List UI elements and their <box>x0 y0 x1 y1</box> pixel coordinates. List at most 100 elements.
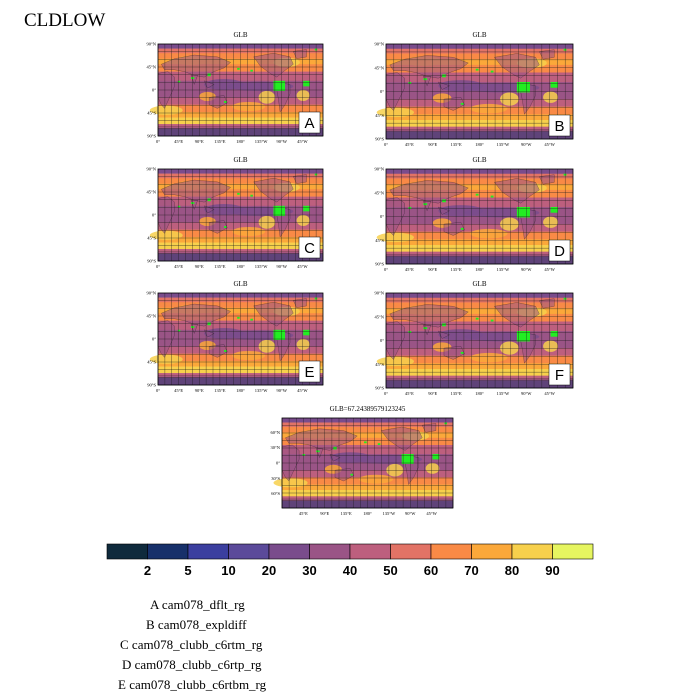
missing-data-patch <box>475 317 479 320</box>
lat-tick-label: 45°S <box>375 238 384 243</box>
lon-tick-label: 45°E <box>405 267 414 272</box>
lat-tick-label: 0° <box>152 213 156 218</box>
continent-outline <box>437 206 451 215</box>
colorbar-swatch <box>147 543 189 560</box>
colorbar-level-label: 80 <box>504 563 520 578</box>
colorbar-level-label: 2 <box>143 563 152 578</box>
missing-data-patch <box>177 80 181 83</box>
lat-tick-label: 90°S <box>147 134 156 139</box>
legend-letter: C <box>120 637 129 652</box>
map-svg: 90°N45°N0°45°S90°S0° 45°E 90°E 135°E 180° 135… <box>374 42 574 147</box>
colorbar-swatch <box>106 543 148 560</box>
map-svg: 60°N 30°N 0° 30°S 60°S 45°E 90°E 135°E 180° 135°W… <box>270 417 454 516</box>
map-patch <box>258 90 276 104</box>
panel-letter-box <box>548 114 571 137</box>
lon-tick-label: 135°W <box>255 139 269 144</box>
missing-data-patch <box>350 473 353 476</box>
panel-letter-box <box>548 363 571 386</box>
missing-data-patch <box>273 329 286 340</box>
missing-data-patch <box>303 80 310 87</box>
missing-data-patch <box>237 192 240 195</box>
colorbar-level-label: 70 <box>464 563 479 578</box>
legend-name: cam078_clubb_c6rtbm_rg <box>129 677 267 692</box>
lon-tick-label: 135°E <box>450 391 462 396</box>
lon-tick-label: 0° <box>156 264 160 269</box>
legend-name: cam078_dflt_rg <box>161 597 245 612</box>
page-title: CLDLOW <box>24 10 106 31</box>
map-patch <box>386 463 404 477</box>
lat-tick-label: 60°N <box>270 430 280 435</box>
legend-letter: D <box>122 657 132 672</box>
lon-tick-label: 0° <box>384 391 388 396</box>
panel-title: GLB <box>233 31 248 39</box>
lon-tick-label: 180° <box>475 391 484 396</box>
lon-tick-label: 135°W <box>496 391 510 396</box>
lon-tick-label: 0° <box>384 267 388 272</box>
map-panel-f: GLB 90°N 45°N 0° 45°S 90°S 0° 45°E 90°E 135°E 180°… <box>362 280 579 403</box>
lon-tick-label: 135°E <box>214 139 226 144</box>
colorbar-level-label: 50 <box>383 563 398 578</box>
map-patch <box>500 217 519 231</box>
missing-data-patch <box>303 205 310 212</box>
lat-tick-label: 90°N <box>146 42 156 47</box>
lon-tick-label: 135°W <box>255 388 269 393</box>
colorbar-swatch <box>552 543 594 560</box>
map-patch <box>232 226 266 237</box>
lon-tick-label: 135°W <box>496 142 510 147</box>
missing-data-patch <box>490 70 494 73</box>
lat-tick-label: 0° <box>152 88 156 93</box>
lon-tick-label: 45°W <box>544 391 555 396</box>
lon-tick-label: 45°E <box>174 388 183 393</box>
panel-letter-box <box>298 111 321 134</box>
panel-letter: C <box>304 240 315 257</box>
missing-data-patch <box>516 331 530 342</box>
lon-tick-label: 90°E <box>195 139 204 144</box>
lon-tick-label: 180° <box>475 267 484 272</box>
lat-tick-label: 45°S <box>375 113 384 118</box>
lat-tick-label: 30°S <box>271 476 280 481</box>
lat-tick-label: 45°S <box>147 111 156 116</box>
panel-title: GLB <box>472 156 487 164</box>
colorbar-svg <box>106 543 594 560</box>
colorbar-level-label: 5 <box>184 563 192 578</box>
lon-tick-label: 135°E <box>450 142 462 147</box>
lat-tick-label: 90°S <box>147 383 156 388</box>
lat-tick-label: 45°N <box>146 314 156 319</box>
lon-tick-label: 135°W <box>496 267 510 272</box>
missing-data-patch <box>432 454 440 460</box>
missing-data-patch <box>316 450 320 453</box>
map-panel-e: GLB 90°N 45°N 0° 45°S 90°S 0° 45°E 90°E 135°E 180°… <box>134 280 329 400</box>
map-panel-b: GLB 90°N 45°N 0° 45°S 90°S 0° 45°E 90°E 135°E 180°… <box>362 31 579 154</box>
missing-data-patch <box>302 454 306 456</box>
map-svg: 90°N45°N0°45°S90°S0° 45°E 90°E 135°E 180° 135… <box>146 167 324 269</box>
missing-data-patch <box>423 327 428 330</box>
lat-tick-label: 45°N <box>374 65 384 70</box>
map-frame <box>385 168 574 265</box>
missing-data-patch <box>401 454 414 464</box>
missing-data-patch <box>408 331 412 333</box>
panel-letter: F <box>555 367 564 384</box>
lon-tick-label: 135°E <box>214 388 226 393</box>
map-frame <box>385 292 574 389</box>
map-patch <box>258 215 276 229</box>
lon-tick-label: 0° <box>156 388 160 393</box>
panel-letter-box <box>298 236 321 259</box>
missing-data-patch <box>475 193 479 196</box>
missing-data-patch <box>237 67 240 70</box>
panel-title: GLB=67.24389579123245 <box>329 405 406 413</box>
panel-letter-box <box>298 360 321 383</box>
map-patch <box>358 474 394 484</box>
colorbar-swatch <box>390 543 432 560</box>
missing-data-patch <box>460 227 464 230</box>
lat-tick-label: 30°N <box>270 445 280 450</box>
panel-letter-box <box>548 239 571 262</box>
missing-data-patch <box>377 443 381 445</box>
map-svg: 90°N45°N0°45°S90°S0° 45°E 90°E 135°E 180° 135… <box>146 42 324 144</box>
missing-data-patch <box>550 207 559 213</box>
lon-tick-label: 45°E <box>174 139 183 144</box>
lon-tick-label: 45°W <box>544 142 555 147</box>
panel-letter: E <box>304 364 314 381</box>
lat-tick-label: 90°S <box>375 386 384 391</box>
colorbar-swatch <box>471 543 513 560</box>
lon-tick-label: 135°E <box>450 267 462 272</box>
